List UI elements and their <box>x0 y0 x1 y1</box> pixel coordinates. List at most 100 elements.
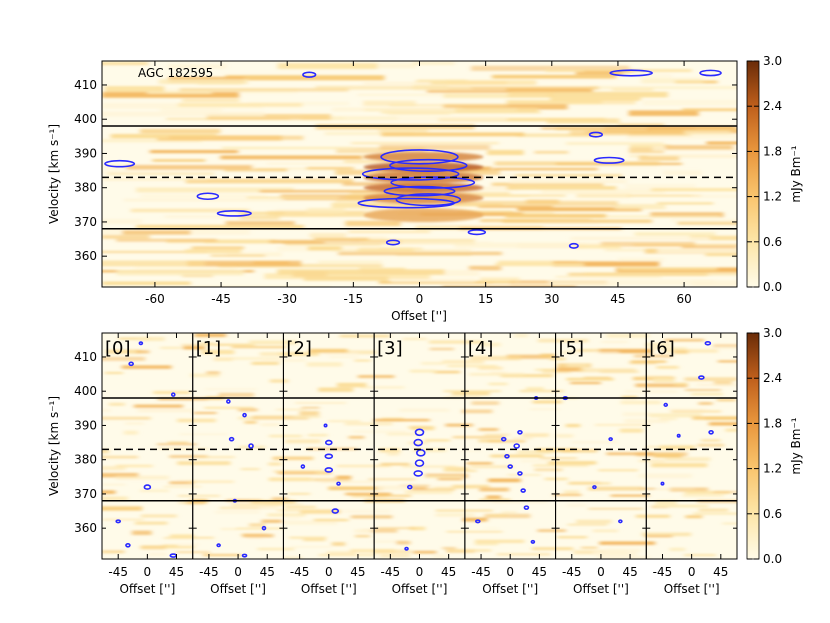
texture-streak <box>521 433 549 438</box>
texture-streak <box>492 168 598 171</box>
texture-streak <box>408 425 430 429</box>
texture-streak <box>693 194 737 198</box>
texture-streak <box>635 514 670 518</box>
texture-streak <box>565 215 721 218</box>
texture-streak <box>136 187 294 193</box>
texture-streak <box>184 249 242 254</box>
texture-streak <box>657 202 714 205</box>
texture-streak <box>318 260 382 264</box>
texture-streak <box>433 370 460 374</box>
texture-streak <box>640 74 673 78</box>
texture-streak <box>650 212 724 218</box>
x-tick-label: 30 <box>544 292 559 306</box>
texture-streak <box>638 155 680 161</box>
colorbar-tick-label: 2.4 <box>763 371 782 385</box>
texture-streak <box>160 346 182 349</box>
texture-streak <box>167 441 189 444</box>
texture-streak <box>348 230 430 234</box>
texture-streak <box>219 506 266 510</box>
texture-streak <box>478 428 499 431</box>
texture-streak <box>102 496 128 501</box>
texture-streak <box>520 459 551 463</box>
texture-streak <box>588 86 737 90</box>
texture-streak <box>279 352 320 356</box>
texture-streak <box>506 186 617 190</box>
panel-label: [1] <box>196 338 222 359</box>
texture-streak <box>136 224 304 229</box>
contour <box>592 485 597 490</box>
texture-streak <box>640 487 656 490</box>
texture-streak <box>177 418 216 423</box>
channel-panels: -45 0 45 -45 0 45 -45 0 45 -45 0 45 -45 0 45 -45 0 45 -45 0… <box>47 332 738 596</box>
texture-streak <box>102 92 239 98</box>
contour <box>513 443 520 449</box>
texture-streak <box>663 170 702 176</box>
texture-streak <box>541 127 695 130</box>
contour <box>395 193 462 207</box>
texture-streak <box>324 241 493 244</box>
texture-streak <box>494 161 660 166</box>
contour <box>385 239 401 246</box>
texture-streak <box>560 449 598 453</box>
texture-streak <box>168 63 227 69</box>
colorbar-tick-label: 1.8 <box>763 416 782 430</box>
x-tick-label: 0 <box>144 565 152 579</box>
texture-streak <box>268 462 282 466</box>
texture-streak <box>177 543 199 546</box>
contour <box>125 543 131 548</box>
texture-streak <box>187 480 234 484</box>
texture-streak <box>629 360 657 365</box>
texture-streak <box>214 510 260 514</box>
texture-streak <box>479 498 511 501</box>
texture-streak <box>134 521 168 525</box>
contour <box>143 484 152 490</box>
texture-streak <box>588 507 643 510</box>
texture-streak <box>437 475 463 481</box>
texture-streak <box>537 529 566 532</box>
y-tick-label: 390 <box>74 146 97 160</box>
texture-streak <box>581 546 598 549</box>
texture-streak <box>488 514 508 517</box>
x-axis-label: Offset [''] <box>482 582 538 596</box>
texture-streak <box>155 446 181 449</box>
texture-streak <box>451 391 490 396</box>
texture-streak <box>484 433 510 436</box>
texture-streak <box>331 542 346 546</box>
colorbar-tick-label: 2.4 <box>763 99 782 113</box>
contour <box>324 439 333 446</box>
x-tick-label: -45 <box>108 565 128 579</box>
texture-streak <box>225 221 295 226</box>
texture-streak <box>452 436 505 439</box>
texture-streak <box>149 150 239 154</box>
texture-streak <box>474 541 499 546</box>
texture-streak <box>550 97 641 101</box>
texture-streak <box>588 486 644 491</box>
y-axis-label-bottom: Velocity [km s⁻¹] <box>47 396 61 496</box>
texture-streak <box>295 402 347 404</box>
texture-streak <box>361 528 398 533</box>
texture-streak <box>290 545 331 548</box>
texture-streak <box>536 448 577 453</box>
x-axis-label: Offset [''] <box>573 582 629 596</box>
texture-streak <box>566 141 664 146</box>
texture-streak <box>706 141 737 145</box>
x-tick-label: 45 <box>350 565 365 579</box>
texture-streak <box>379 144 490 150</box>
texture-streak <box>480 342 501 347</box>
texture-streak <box>677 221 737 225</box>
texture-streak <box>469 265 502 271</box>
contour <box>663 402 669 408</box>
texture-streak <box>470 465 514 469</box>
contour <box>336 481 341 486</box>
texture-streak <box>505 213 607 218</box>
texture-streak <box>443 390 501 393</box>
texture-streak <box>276 408 306 411</box>
texture-streak <box>575 244 621 249</box>
texture-streak <box>478 366 503 370</box>
colorbar-tick-label: 3.0 <box>763 54 782 68</box>
texture-streak <box>424 439 450 442</box>
contour <box>568 242 579 249</box>
texture-streak <box>125 422 145 425</box>
texture-streak <box>487 150 524 156</box>
texture-streak <box>282 520 338 525</box>
